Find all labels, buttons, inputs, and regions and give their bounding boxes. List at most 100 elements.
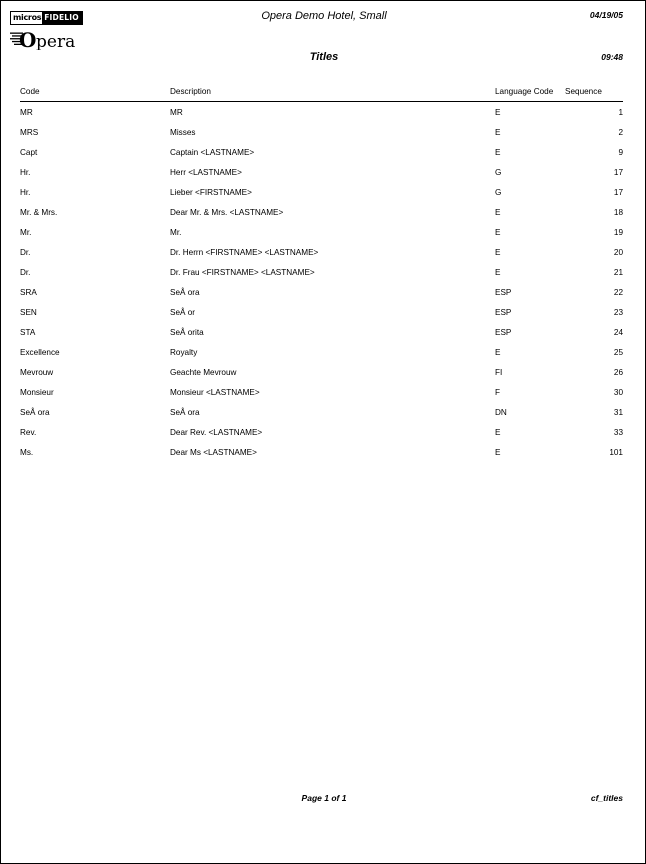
opera-logo: O pera [10, 28, 140, 50]
cell-language-code: ESP [495, 288, 512, 297]
cell-description: Dear Ms <LASTNAME> [170, 448, 257, 457]
cell-sequence: 20 [613, 248, 623, 257]
column-header-sequence: Sequence [565, 87, 602, 96]
column-header-description: Description [170, 87, 211, 96]
cell-code: MR [20, 108, 33, 117]
fidelio-wordmark: FIDELIO [42, 12, 82, 24]
cell-code: Monsieur [20, 388, 54, 397]
cell-sequence: 17 [613, 168, 623, 177]
table-row: Monsieur Monsieur <LASTNAME> F 30 [20, 382, 623, 402]
cell-sequence: 33 [613, 428, 623, 437]
cell-code: Mevrouw [20, 368, 54, 377]
table-row: Mr. & Mrs. Dear Mr. & Mrs. <LASTNAME> E 18 [20, 202, 623, 222]
cell-sequence: 101 [609, 448, 623, 457]
micros-wordmark: micros [11, 12, 43, 24]
cell-sequence: 26 [613, 368, 623, 377]
cell-language-code: ESP [495, 308, 512, 317]
titles-table: Code Description Language Code Sequence … [20, 87, 623, 462]
table-row: Dr. Dr. Frau <FIRSTNAME> <LASTNAME> E 21 [20, 262, 623, 282]
cell-language-code: E [495, 208, 501, 217]
report-id-label: cf_titles [590, 793, 623, 803]
cell-code: Dr. [20, 248, 31, 257]
table-row: MRS Misses E 2 [20, 122, 623, 142]
page-title: Titles [309, 51, 339, 63]
cell-sequence: 30 [613, 388, 623, 397]
cell-description: MR [170, 108, 183, 117]
cell-code: MRS [20, 128, 39, 137]
cell-code: SeÅ ora [20, 408, 50, 417]
cell-sequence: 24 [613, 328, 623, 337]
table-row: Ms. Dear Ms <LASTNAME> E 101 [20, 442, 623, 462]
cell-language-code: F [495, 388, 501, 397]
cell-description: Dr. Frau <FIRSTNAME> <LASTNAME> [170, 268, 315, 277]
cell-sequence: 1 [618, 108, 623, 117]
report-time: 09:48 [601, 52, 623, 62]
table-body: MR MR E 1 MRS Misses E 2 Capt Captain <LASTNAME> E… [20, 102, 623, 463]
cell-code: Hr. [20, 168, 31, 177]
cell-description: SeÅ ora [170, 408, 200, 417]
cell-sequence: 23 [613, 308, 623, 317]
cell-description: Misses [170, 128, 196, 137]
cell-description: Lieber <FIRSTNAME> [170, 188, 252, 197]
cell-language-code: E [495, 128, 501, 137]
cell-language-code: E [495, 108, 501, 117]
column-header-code: Code [20, 87, 40, 96]
cell-language-code: ESP [495, 328, 512, 337]
hotel-name: Opera Demo Hotel, Small [261, 10, 387, 22]
cell-description: Geachte Mevrouw [170, 368, 237, 377]
cell-code: Mr. & Mrs. [20, 208, 58, 217]
cell-language-code: E [495, 428, 501, 437]
cell-description: Dear Mr. & Mrs. <LASTNAME> [170, 208, 284, 217]
table-header: Code Description Language Code Sequence [20, 87, 623, 102]
cell-code: Dr. [20, 268, 31, 277]
cell-code: SEN [20, 308, 37, 317]
cell-code: STA [20, 328, 36, 337]
cell-sequence: 25 [613, 348, 623, 357]
cell-code: Hr. [20, 188, 31, 197]
cell-sequence: 19 [613, 228, 623, 237]
cell-language-code: DN [495, 408, 507, 417]
cell-description: Mr. [170, 228, 182, 237]
brand-logo: micros FIDELIO O pera [10, 8, 150, 50]
table-row: Capt Captain <LASTNAME> E 9 [20, 142, 623, 162]
cell-language-code: FI [495, 368, 503, 377]
table-row: Dr. Dr. Herrn <FIRSTNAME> <LASTNAME> E 20 [20, 242, 623, 262]
table-row: MR MR E 1 [20, 102, 623, 123]
opera-swoosh-icon: O pera [10, 28, 75, 50]
svg-text:O: O [19, 28, 36, 50]
column-header-language-code: Language Code [495, 87, 554, 96]
cell-sequence: 21 [613, 268, 623, 277]
cell-code: Capt [20, 148, 38, 157]
cell-description: Captain <LASTNAME> [170, 148, 255, 157]
cell-description: Dr. Herrn <FIRSTNAME> <LASTNAME> [170, 248, 319, 257]
cell-sequence: 17 [613, 188, 623, 197]
cell-sequence: 22 [613, 288, 623, 297]
cell-description: Dear Rev. <LASTNAME> [170, 428, 263, 437]
cell-sequence: 9 [618, 148, 623, 157]
table-row: Hr. Herr <LASTNAME> G 17 [20, 162, 623, 182]
cell-language-code: G [495, 168, 502, 177]
cell-description: SeÅ ora [170, 288, 200, 297]
titles-table-container: Code Description Language Code Sequence … [20, 87, 623, 462]
cell-description: Monsieur <LASTNAME> [170, 388, 260, 397]
cell-language-code: E [495, 268, 501, 277]
table-row: Mr. Mr. E 19 [20, 222, 623, 242]
table-row: STA SeÅ orita ESP 24 [20, 322, 623, 342]
cell-language-code: E [495, 348, 501, 357]
table-row: Hr. Lieber <FIRSTNAME> G 17 [20, 182, 623, 202]
table-header-row: Code Description Language Code Sequence [20, 87, 623, 102]
cell-language-code: E [495, 228, 501, 237]
cell-sequence: 2 [618, 128, 623, 137]
cell-description: Royalty [170, 348, 198, 357]
cell-language-code: E [495, 448, 501, 457]
cell-language-code: G [495, 188, 502, 197]
cell-code: Excellence [20, 348, 60, 357]
table-row: Excellence Royalty E 25 [20, 342, 623, 362]
cell-description: SeÅ orita [170, 328, 204, 337]
cell-code: Rev. [20, 428, 37, 437]
cell-description: Herr <LASTNAME> [170, 168, 242, 177]
micros-fidelio-logo: micros FIDELIO [10, 11, 83, 25]
svg-text:pera: pera [36, 32, 75, 50]
table-row: SRA SeÅ ora ESP 22 [20, 282, 623, 302]
